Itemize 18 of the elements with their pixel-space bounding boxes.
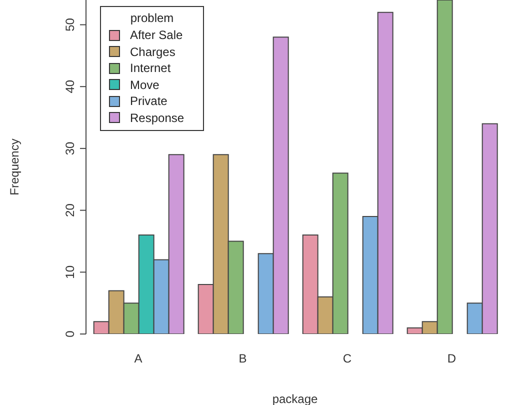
- x-tick-label: B: [238, 352, 247, 366]
- legend-title: problem: [129, 11, 175, 25]
- y-tick-label: 30: [63, 141, 77, 156]
- x-tick-label: C: [342, 352, 352, 366]
- y-tick-label: 0: [63, 330, 77, 338]
- y-tick-label: 50: [63, 18, 77, 32]
- legend-label: Internet: [130, 61, 171, 76]
- legend-label: After Sale: [130, 28, 183, 42]
- y-tick-label: 40: [63, 80, 77, 94]
- legend-label: Response: [130, 110, 184, 125]
- x-tick-label: A: [134, 352, 142, 366]
- legend-label: Charges: [130, 44, 176, 59]
- legend-label: Move: [130, 78, 160, 92]
- y-tick-label: 20: [63, 203, 77, 217]
- x-tick-label: D: [447, 352, 456, 366]
- y-tick-label: 10: [63, 265, 77, 279]
- legend-label: Private: [130, 94, 168, 108]
- y-axis-title: Frequency: [7, 138, 22, 196]
